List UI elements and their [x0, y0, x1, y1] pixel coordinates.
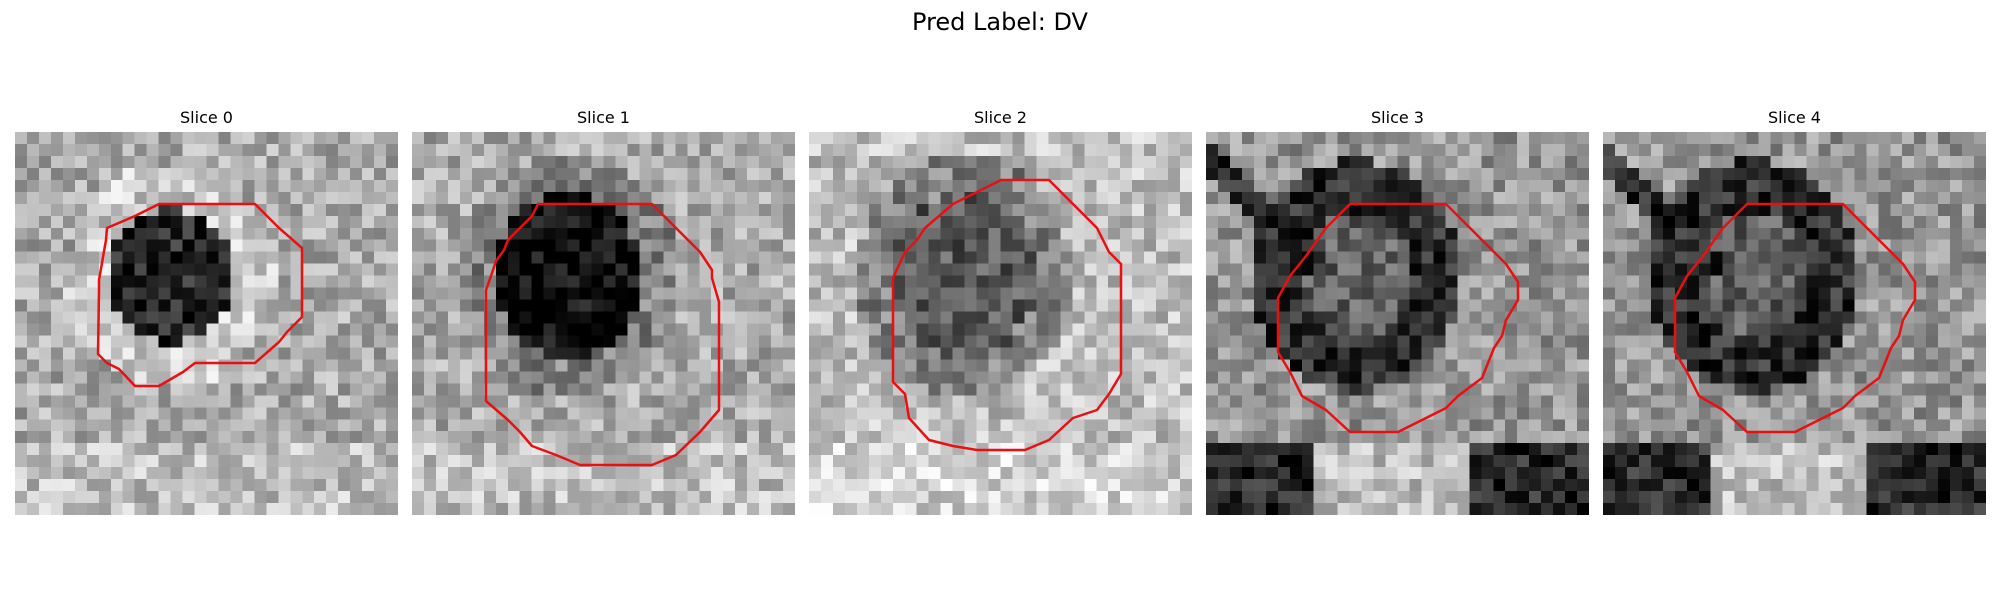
- red-contour: [96, 202, 304, 388]
- red-contour: [891, 178, 1123, 452]
- red-contour: [1673, 202, 1917, 434]
- slice-title: Slice 2: [974, 108, 1027, 127]
- contour-overlay: [484, 202, 721, 467]
- slice-canvas: [412, 132, 795, 515]
- mri-slice-image: [809, 132, 1192, 515]
- slice-panel-0: Slice 0: [15, 108, 398, 515]
- red-contour: [484, 202, 721, 467]
- mri-slice-image: [412, 132, 795, 515]
- contour-overlay: [891, 178, 1123, 452]
- mri-slice-image: [1206, 132, 1589, 515]
- slice-canvas: [15, 132, 398, 515]
- slice-canvas: [1603, 132, 1986, 515]
- contour-overlay: [1673, 202, 1917, 434]
- slice-panel-3: Slice 3: [1206, 108, 1589, 515]
- slice-title: Slice 3: [1371, 108, 1424, 127]
- slice-title: Slice 4: [1768, 108, 1821, 127]
- mri-slice-image: [15, 132, 398, 515]
- mri-slice-image: [1603, 132, 1986, 515]
- slice-title: Slice 0: [180, 108, 233, 127]
- figure-title: Pred Label: DV: [912, 8, 1088, 36]
- slice-title: Slice 1: [577, 108, 630, 127]
- red-contour: [1276, 202, 1520, 434]
- contour-overlay: [1276, 202, 1520, 434]
- slice-panel-4: Slice 4: [1603, 108, 1986, 515]
- slice-panel-1: Slice 1: [412, 108, 795, 515]
- slice-panel-2: Slice 2: [809, 108, 1192, 515]
- contour-overlay: [96, 202, 304, 388]
- slice-canvas: [1206, 132, 1589, 515]
